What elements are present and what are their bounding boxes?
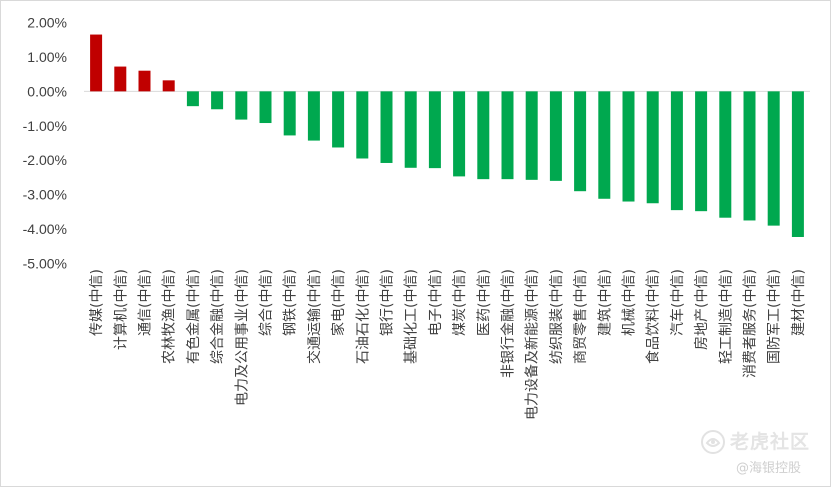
x-tick-label: 综合金融(中信) [210,269,226,364]
bar [501,91,514,180]
x-tick-label: 电力设备及新能源(中信) [524,269,541,420]
bar [186,91,199,107]
bar [598,91,611,199]
bar [574,91,587,192]
x-tick-label: 钢铁(中信) [283,269,299,336]
y-tick-label: 1.00% [27,49,67,65]
bar [332,91,345,148]
x-tick-label: 电子(中信) [428,269,444,336]
bar [428,91,441,169]
x-tick-label: 煤炭(中信) [452,269,468,336]
watermark: 老虎社区 @海银控股 [700,425,828,481]
x-tick-label: 房地产(中信) [694,269,710,350]
x-tick-label: 综合(中信) [259,269,275,336]
x-tick-label: 建筑(中信) [597,269,613,336]
bar [549,91,562,181]
x-tick-label: 医药(中信) [476,269,492,336]
x-tick-label: 传媒(中信) [89,269,105,336]
x-tick-label: 商贸零售(中信) [573,269,589,364]
y-tick-label: -5.00% [23,256,67,272]
x-tick-label: 农林牧渔(中信) [162,269,178,364]
x-tick-label: 交通运输(中信) [306,269,323,364]
bar [90,34,103,92]
x-tick-label: 银行(中信) [380,269,396,336]
y-tick-label: -3.00% [23,187,67,203]
bar [767,91,780,226]
bar [404,91,417,168]
x-tick-label: 非银行金融(中信) [501,269,517,378]
bar [695,91,708,212]
bar [162,80,175,92]
bar [670,91,683,211]
bar [380,91,393,163]
x-tick-label: 消费者服务(中信) [743,269,759,378]
x-tick-label: 轻工制造(中信) [718,269,734,364]
bar [719,91,732,218]
watermark-title: 老虎社区 [730,431,811,453]
bar [235,91,248,120]
bar [259,91,272,124]
bar [622,91,635,202]
x-tick-label: 建材(中信) [791,269,807,336]
bar [356,91,369,159]
x-tick-label: 计算机(中信) [113,269,129,350]
y-tick-label: -4.00% [23,221,67,237]
x-tick-label: 国防军工(中信) [767,269,783,364]
bar [477,91,490,180]
x-tick-label: 电力及公用事业(中信) [234,269,250,406]
y-tick-label: 2.00% [27,15,67,31]
y-tick-label: 0.00% [27,83,67,99]
y-tick-label: -2.00% [23,152,67,168]
bar [114,66,127,92]
x-tick-label: 汽车(中信) [669,269,686,336]
x-tick-label: 机械(中信) [622,269,638,336]
tiger-community-logo-icon [701,430,725,454]
y-tick-label: -1.00% [23,118,67,134]
bar [211,91,224,110]
x-tick-label: 家电(中信) [330,269,347,336]
bar [283,91,296,136]
bar [646,91,659,204]
bar [525,91,538,180]
bar [307,91,320,141]
bar [138,70,151,92]
bar [453,91,466,177]
x-tick-label: 基础化工(中信) [403,269,420,364]
watermark-subtitle: @海银控股 [736,461,802,476]
x-tick-label: 通信(中信) [138,269,154,336]
x-tick-label: 有色金属(中信) [185,269,202,364]
x-tick-label: 纺织服装(中信) [549,269,565,364]
x-tick-label: 石油石化(中信) [355,269,371,364]
bar [791,91,804,237]
bar [743,91,756,221]
x-tick-label: 食品饮料(中信) [645,269,662,364]
